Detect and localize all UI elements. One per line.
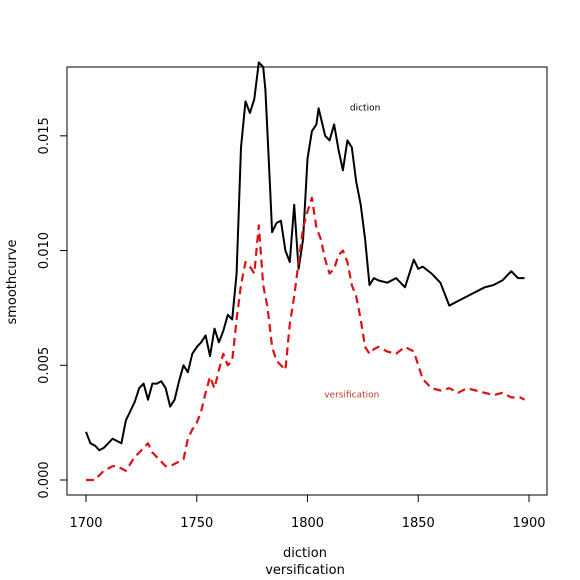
y-tick-label: 0.000: [37, 461, 52, 498]
series-line-diction: [85, 61, 525, 452]
annotation-1: versification: [324, 390, 379, 400]
annotation-layer: diction versification: [324, 104, 380, 401]
y-axis-title: smoothcurve: [5, 239, 20, 324]
plot-frame: [66, 66, 548, 496]
x-axis-title-line-2: versification: [265, 563, 345, 578]
series-line-versification: [86, 196, 526, 482]
x-tick-label: 1800: [291, 516, 324, 531]
x-tick-label: 1900: [512, 516, 545, 531]
x-tick-label: 1850: [402, 516, 435, 531]
series-layer: [85, 61, 526, 482]
y-tick-label: 0.010: [37, 232, 52, 269]
y-tick-label: 0.015: [37, 117, 52, 154]
annotation-0: diction: [350, 104, 380, 114]
x-axis: 1700 1750 1800 1850 1900: [69, 494, 546, 531]
x-tick-label: 1750: [180, 516, 213, 531]
x-tick-label: 1700: [69, 516, 102, 531]
y-axis: 0.000 0.005 0.010 0.015: [37, 117, 68, 499]
y-tick-label: 0.005: [37, 347, 52, 384]
x-axis-title-line-1: diction: [283, 546, 327, 561]
